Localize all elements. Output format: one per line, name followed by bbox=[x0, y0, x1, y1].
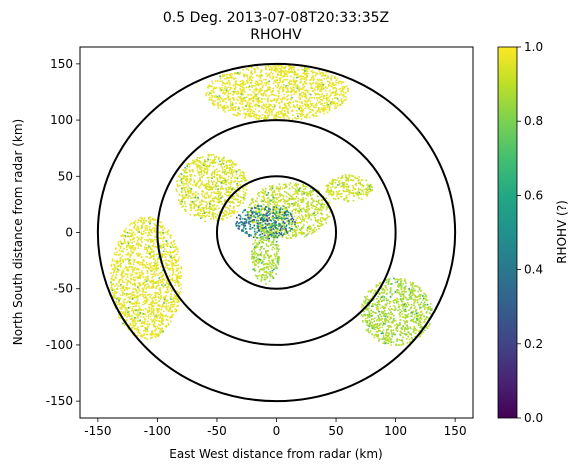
y-tick-label: -100 bbox=[46, 338, 73, 352]
x-axis-label: East West distance from radar (km) bbox=[169, 447, 382, 461]
colorbar bbox=[497, 46, 518, 419]
echo-north-cells bbox=[205, 63, 349, 122]
echo-east-streaks bbox=[360, 277, 433, 346]
x-tick-label: -50 bbox=[207, 424, 227, 438]
y-tick-label: 50 bbox=[58, 169, 73, 183]
colorbar-tick-label: 0.6 bbox=[524, 188, 543, 202]
range-ring-150km bbox=[96, 62, 457, 403]
x-tick-label: 50 bbox=[328, 424, 343, 438]
x-tick-label: 0 bbox=[273, 424, 281, 438]
x-axis-ticks: -150 -100 -50 0 50 100 150 bbox=[84, 418, 467, 438]
y-tick-label: 100 bbox=[50, 113, 73, 127]
y-tick-label: 150 bbox=[50, 57, 73, 71]
colorbar-tick-label: 0.4 bbox=[524, 263, 543, 277]
echo-radar-clutter bbox=[235, 205, 296, 240]
echo-west-band bbox=[110, 216, 183, 340]
echo-northeast-cell bbox=[325, 174, 373, 203]
colorbar-tick-label: 0.2 bbox=[524, 337, 543, 351]
chart-subtitle: RHOHV bbox=[250, 27, 302, 43]
y-tick-label: -50 bbox=[53, 282, 73, 296]
x-tick-label: -150 bbox=[84, 424, 111, 438]
range-ring-100km bbox=[156, 119, 397, 346]
colorbar-tick-label: 0.0 bbox=[524, 411, 543, 425]
x-tick-label: 100 bbox=[384, 424, 407, 438]
echo-northwest-core bbox=[175, 154, 248, 222]
chart-title: 0.5 Deg. 2013-07-08T20:33:35Z bbox=[163, 10, 389, 26]
x-tick-label: -100 bbox=[144, 424, 171, 438]
colorbar-ticks: 0.0 0.2 0.4 0.6 0.8 1.0 bbox=[517, 40, 543, 425]
y-tick-label: 0 bbox=[65, 226, 73, 240]
colorbar-tick-label: 0.8 bbox=[524, 114, 543, 128]
echo-south-arm bbox=[250, 228, 281, 285]
colorbar-tick-label: 1.0 bbox=[524, 40, 543, 54]
range-ring-50km bbox=[215, 175, 338, 290]
colorbar-label: RHOHV (?) bbox=[555, 200, 569, 264]
x-tick-label: 150 bbox=[444, 424, 467, 438]
range-rings bbox=[96, 62, 457, 403]
radar-echo-layer bbox=[110, 63, 433, 346]
y-tick-label: -150 bbox=[46, 394, 73, 408]
y-axis-ticks: -150 -100 -50 0 50 100 150 bbox=[46, 57, 80, 408]
y-axis-label: North South distance from radar (km) bbox=[11, 119, 25, 345]
